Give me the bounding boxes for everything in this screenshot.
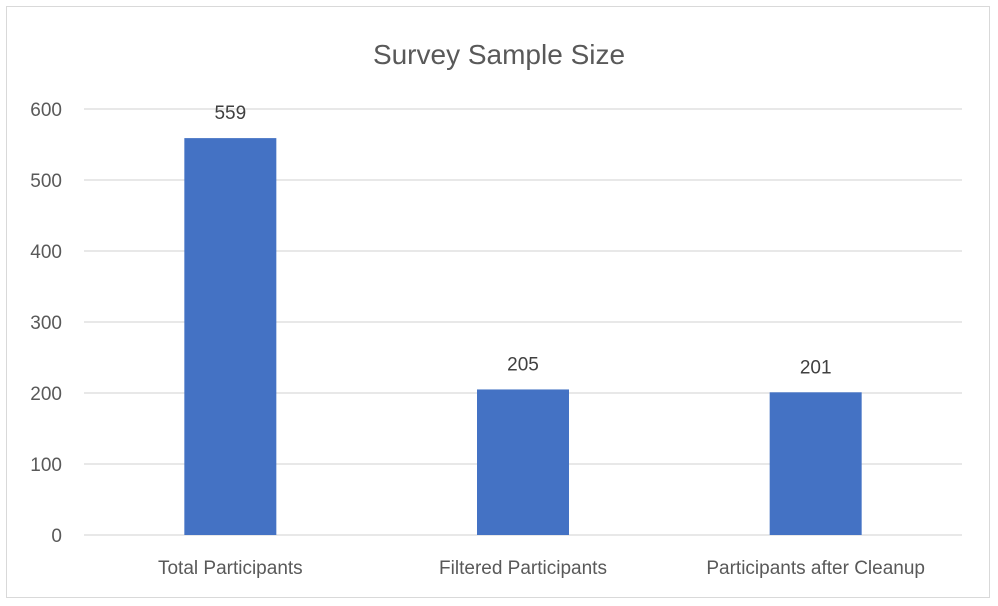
- y-tick-label: 300: [30, 313, 62, 334]
- y-tick-label: 200: [30, 384, 62, 405]
- data-label: 205: [507, 354, 539, 375]
- data-label: 201: [800, 357, 832, 378]
- y-tick-label: 100: [30, 455, 62, 476]
- bar-total-participants: [184, 138, 277, 536]
- chart-title: Survey Sample Size: [373, 39, 625, 70]
- data-label: 559: [214, 103, 246, 124]
- bar-filtered-participants: [477, 389, 569, 535]
- x-category-label: Participants after Cleanup: [706, 558, 925, 579]
- data-labels: 559 205 201: [214, 103, 831, 378]
- x-category-label: Total Participants: [158, 558, 303, 579]
- x-category-label: Filtered Participants: [439, 558, 607, 579]
- y-tick-label: 500: [30, 171, 62, 192]
- bars: [184, 138, 862, 536]
- y-tick-label: 0: [51, 526, 62, 547]
- bar-participants-after-cleanup: [769, 392, 862, 535]
- y-axis-tick-labels: 0 100 200 300 400 500 600: [30, 100, 62, 547]
- y-tick-label: 600: [30, 100, 62, 121]
- x-axis-category-labels: Total Participants Filtered Participants P…: [158, 558, 925, 579]
- y-tick-label: 400: [30, 242, 62, 263]
